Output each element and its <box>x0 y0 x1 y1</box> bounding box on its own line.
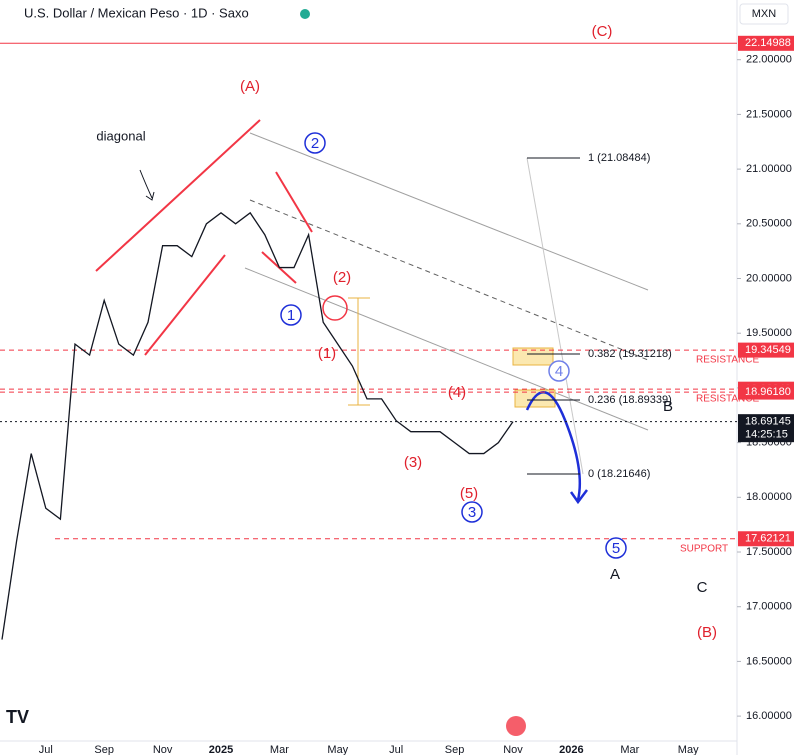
symbol-title: U.S. Dollar / Mexican Peso · 1D · Saxo <box>24 5 249 20</box>
price-label: 22.14988 <box>745 37 791 49</box>
wave-label: (C) <box>592 23 613 40</box>
wave-circle <box>280 304 302 326</box>
wave-label: 2 <box>311 135 319 152</box>
price-label-box <box>738 414 794 443</box>
price-line-series <box>1 211 514 640</box>
wave-circle <box>461 501 483 523</box>
wave-label: (2) <box>333 269 351 286</box>
countdown: 14:25:15 <box>745 429 788 441</box>
wave-label: 1 <box>287 307 295 324</box>
y-tick-label: 16.50000 <box>746 655 792 667</box>
fib-label: 1 (21.08484) <box>588 152 650 164</box>
y-tick-label: 22.00000 <box>746 54 792 66</box>
y-tick-label: 17.00000 <box>746 601 792 613</box>
x-tick-label: Mar <box>620 744 639 755</box>
y-tick-label: 20.50000 <box>746 218 792 230</box>
x-tick-label: May <box>678 744 699 755</box>
x-tick-label: 2026 <box>559 744 583 755</box>
wave-label: (5) <box>460 485 478 502</box>
x-tick-label: 2025 <box>209 744 233 755</box>
zone-label: RESISTANCE <box>696 355 759 366</box>
currency: MXN <box>752 8 777 20</box>
x-tick-label: Jul <box>389 744 403 755</box>
x-tick-label: Mar <box>270 744 289 755</box>
wave-circle <box>304 132 326 154</box>
fib-label: 0.382 (19.31218) <box>588 348 672 360</box>
wave-label: (A) <box>240 78 260 95</box>
x-tick-label: Sep <box>94 744 114 755</box>
price-label: 18.69145 <box>745 416 791 428</box>
y-tick-label: 21.50000 <box>746 108 792 120</box>
x-tick-label: Jul <box>39 744 53 755</box>
price-label: 17.62121 <box>745 533 791 545</box>
wave-label: B <box>663 398 673 415</box>
wave-circle <box>605 537 627 559</box>
fib-label: 0.236 (18.89339) <box>588 394 672 406</box>
x-tick-label: Nov <box>503 744 523 755</box>
y-tick-label: 17.50000 <box>746 546 792 558</box>
zone-label: RESISTANCE <box>696 394 759 405</box>
wave-label: 3 <box>468 504 476 521</box>
currency-box[interactable] <box>739 3 789 25</box>
y-tick-label: 21.00000 <box>746 163 792 175</box>
fib-label: 0 (18.21646) <box>588 468 650 480</box>
tv-logo: TV <box>6 707 29 727</box>
event-icon[interactable] <box>506 716 526 736</box>
wave-label: (B) <box>697 624 717 641</box>
x-tick-label: Sep <box>445 744 465 755</box>
wave-label: (4) <box>448 384 466 401</box>
price-label-box <box>738 384 794 400</box>
y-tick-label: 19.50000 <box>746 327 792 339</box>
zone-label: SUPPORT <box>680 544 728 555</box>
y-tick-label: 18.00000 <box>746 491 792 503</box>
wave-label: (1) <box>318 345 336 362</box>
price-label-box <box>738 342 794 358</box>
price-label-box <box>738 531 794 547</box>
x-tick-label: Nov <box>153 744 173 755</box>
price-label: 19.34549 <box>745 344 791 356</box>
wave-label: 5 <box>612 540 620 557</box>
wave-label: diagonal <box>96 128 145 143</box>
x-tick-label: May <box>327 744 348 755</box>
wave-label: C <box>697 579 708 596</box>
status-dot <box>300 9 310 19</box>
y-tick-label: 20.00000 <box>746 272 792 284</box>
wave-label: 4 <box>555 363 563 380</box>
wave-label: A <box>610 566 620 583</box>
wave-circle <box>548 360 570 382</box>
price-label-box <box>738 35 794 51</box>
y-tick-label: 16.00000 <box>746 710 792 722</box>
drawings <box>95 119 649 505</box>
price-label: 18.96180 <box>745 386 791 398</box>
wave-label: (3) <box>404 454 422 471</box>
